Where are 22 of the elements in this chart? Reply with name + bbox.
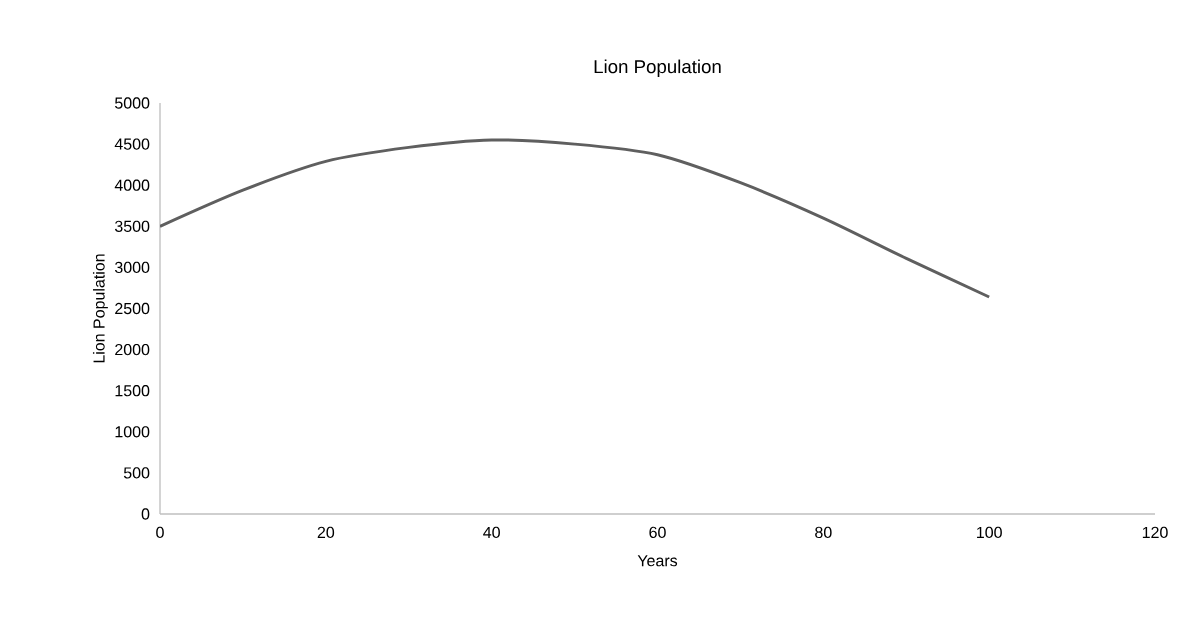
- y-tick-label: 4500: [114, 138, 150, 150]
- x-tick-label: 20: [317, 526, 335, 539]
- y-tick-label: 5000: [115, 97, 150, 109]
- x-tick-label: 60: [649, 526, 666, 539]
- y-tick-label: 3000: [114, 261, 150, 274]
- y-tick-label: 0: [141, 508, 150, 520]
- y-tick-label: 2500: [115, 302, 150, 315]
- line-series: [160, 138, 991, 299]
- y-tick-label: 500: [123, 467, 150, 479]
- x-tick-label: 100: [977, 526, 1002, 539]
- y-tick-label: 1000: [115, 426, 150, 438]
- y-tick-label: 2000: [115, 343, 150, 356]
- x-tick-label: 40: [483, 526, 500, 539]
- x-tick-label: 120: [1142, 526, 1168, 539]
- y-axis-title: Lion Population: [92, 254, 108, 363]
- x-tick-label: 80: [815, 526, 832, 539]
- chart-title: Lion Population: [594, 59, 721, 77]
- y-tick-label: 1500: [115, 385, 150, 397]
- y-tick-label: 4000: [114, 179, 150, 191]
- x-tick-label: 0: [156, 526, 164, 539]
- x-axis-title: Years: [637, 555, 678, 567]
- y-tick-label: 3500: [114, 220, 150, 232]
